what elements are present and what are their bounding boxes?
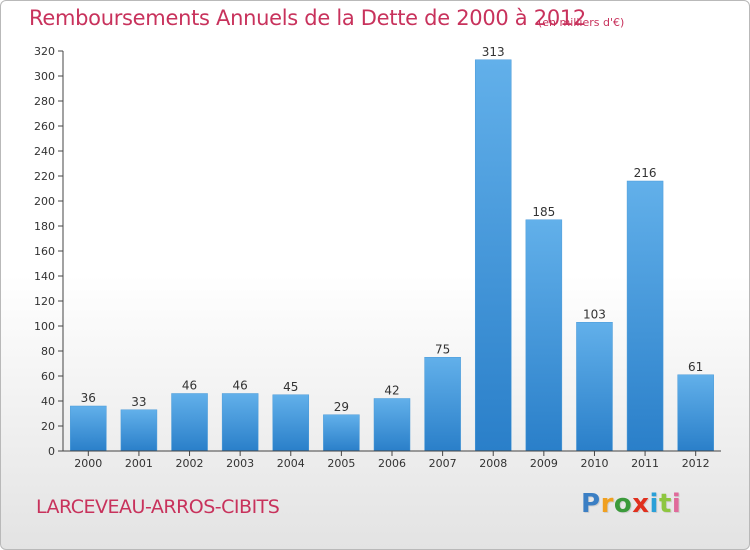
y-tick-label: 0 (48, 445, 55, 458)
commune-name: LARCEVEAU-ARROS-CIBITS (36, 496, 280, 518)
logo-letter: i (671, 489, 682, 519)
x-tick-label: 2005 (327, 457, 355, 470)
bar-value-label: 46 (233, 379, 248, 393)
y-tick-label: 240 (34, 145, 55, 158)
logo-letter: t (658, 489, 672, 519)
y-tick-label: 320 (34, 45, 55, 58)
y-axis: 0 20 40 60 80 100 120 140 160 180 200 220 240 260 280 3… (34, 45, 64, 458)
proxiti-logo: Proxiti (581, 489, 681, 519)
x-tick-label: 2009 (530, 457, 558, 470)
logo-letter: P (581, 489, 601, 519)
bar-value-label: 75 (435, 342, 450, 356)
bar-value-label: 42 (384, 384, 399, 398)
bar-2006 (373, 398, 411, 452)
logo-letter: x (632, 489, 650, 519)
y-tick-label: 140 (34, 270, 55, 283)
bar-value-label: 33 (131, 395, 146, 409)
y-tick-label: 20 (41, 420, 55, 433)
y-tick-label: 260 (34, 120, 55, 133)
bar-value-label: 216 (634, 166, 657, 180)
x-tick-label: 2012 (682, 457, 710, 470)
x-tick-label: 2007 (429, 457, 457, 470)
x-tick-label: 2010 (580, 457, 608, 470)
bar-value-label: 29 (334, 400, 349, 414)
x-tick-label: 2004 (277, 457, 305, 470)
y-tick-label: 280 (34, 95, 55, 108)
y-tick-label: 100 (34, 320, 55, 333)
logo-letter: o (613, 489, 633, 519)
y-tick-label: 120 (34, 295, 55, 308)
y-tick-label: 200 (34, 195, 55, 208)
bar-2007 (424, 357, 461, 452)
bar-2000 (70, 405, 107, 452)
y-tick-label: 80 (41, 345, 55, 358)
bars: 36 33 46 46 45 29 42 75 313 185 103 216 61 (70, 45, 714, 452)
bar-2002 (171, 393, 208, 452)
x-tick-label: 2000 (74, 457, 102, 470)
y-tick-label: 180 (34, 220, 55, 233)
x-tick-label: 2011 (631, 457, 659, 470)
y-tick-label: 220 (34, 170, 55, 183)
bar-2011 (626, 180, 664, 452)
bar-2001 (120, 409, 158, 452)
bar-value-label: 45 (283, 380, 298, 394)
chart-title: Remboursements Annuels de la Dette de 20… (29, 6, 586, 30)
logo-letter: i (649, 489, 659, 519)
x-tick-label: 2006 (378, 457, 406, 470)
bar-2009 (525, 219, 563, 452)
bar-value-label: 103 (583, 307, 606, 321)
y-tick-label: 40 (41, 395, 55, 408)
y-tick-label: 300 (34, 70, 55, 83)
bar-value-label: 185 (532, 205, 555, 219)
chart-units: (en milliers d'€) (538, 16, 625, 29)
bar-2005 (323, 414, 360, 452)
bar-value-label: 36 (81, 391, 96, 405)
x-tick-label: 2001 (125, 457, 153, 470)
x-tick-label: 2002 (176, 457, 204, 470)
x-tick-label: 2008 (479, 457, 507, 470)
bar-2003 (221, 393, 259, 452)
logo-letter: r (600, 489, 614, 519)
bar-2004 (272, 394, 310, 452)
bar-2012 (677, 374, 714, 452)
y-tick-label: 60 (41, 370, 55, 383)
y-tick-label: 160 (34, 245, 55, 258)
bar-2010 (576, 322, 613, 452)
x-axis: 2000 2001 2002 2003 2004 2005 2006 2007 2008 2009… (63, 450, 721, 470)
bar-value-label: 61 (688, 360, 703, 374)
x-tick-label: 2003 (226, 457, 254, 470)
bar-value-label: 313 (482, 45, 505, 59)
bar-value-label: 46 (182, 379, 197, 393)
bar-2008 (474, 59, 512, 452)
